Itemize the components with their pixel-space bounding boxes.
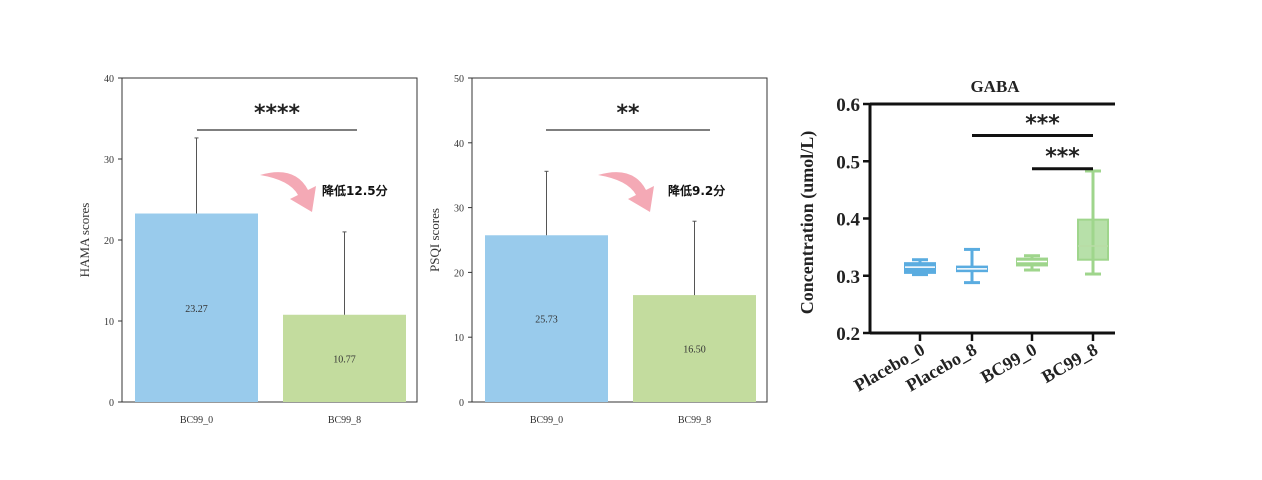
reduction-annotation: 降低12.5分 — [322, 183, 388, 198]
y-tick-label: 0 — [459, 398, 464, 409]
reduction-annotation: 降低9.2分 — [668, 183, 725, 198]
bar-BC99_8 — [633, 295, 756, 402]
bar-chart-2: 0 10 20 30 40 50 PSQI scores 25.73 BC99_0 16.50 BC… — [427, 74, 768, 426]
significance-stars: *** — [1025, 111, 1060, 136]
data-label: 25.73 — [535, 315, 558, 326]
y-axis-label: HAMA scores — [77, 203, 92, 278]
x-tick-label: BC99_0 — [977, 339, 1040, 387]
y-tick-label: 50 — [454, 74, 464, 85]
y-tick-label: 10 — [454, 333, 464, 344]
y-tick-label: 40 — [454, 139, 464, 150]
y-tick-label: 0 — [109, 398, 114, 409]
box-plot-chart: GABA 0.2 0.3 0.4 0.5 0.6 Concentration (umol/L… — [797, 77, 1115, 395]
data-label: 10.77 — [333, 354, 356, 365]
y-axis-label: PSQI scores — [427, 208, 442, 272]
bar-BC99_8 — [283, 314, 406, 402]
y-axis-label: Concentration (umol/L) — [797, 131, 818, 315]
data-label: 23.27 — [185, 304, 208, 315]
box-Placebo_0 — [904, 262, 936, 274]
box-BC99_8 — [1077, 218, 1109, 261]
y-tick-label: 20 — [454, 268, 464, 279]
y-tick-label: 20 — [104, 236, 114, 247]
arrow-down-icon — [598, 172, 654, 212]
y-tick-label: 0.3 — [836, 267, 860, 288]
x-tick-label: BC99_8 — [328, 415, 361, 426]
y-tick-label: 10 — [104, 317, 114, 328]
significance-stars: *** — [1045, 145, 1080, 170]
data-label: 16.50 — [683, 345, 706, 356]
y-tick-label: 0.2 — [836, 324, 860, 345]
y-tick-label: 30 — [454, 204, 464, 215]
chart-title: GABA — [970, 77, 1020, 96]
y-tick-label: 30 — [104, 155, 114, 166]
significance-stars: **** — [254, 101, 301, 126]
bar-chart-1: 0 10 20 30 40 HAMA scores 23.27 BC99_0 10.77 BC99… — [77, 74, 418, 426]
arrow-down-icon — [260, 172, 316, 212]
significance-stars: ** — [616, 101, 640, 126]
x-tick-label: BC99_8 — [1038, 339, 1101, 387]
plot-frame — [471, 77, 768, 403]
y-tick-label: 0.5 — [836, 152, 860, 173]
bar-BC99_0 — [485, 235, 608, 402]
bar-BC99_0 — [135, 213, 258, 402]
y-tick-label: 0.6 — [836, 95, 860, 116]
x-tick-label: BC99_8 — [678, 415, 711, 426]
y-tick-label: 40 — [104, 74, 114, 85]
x-tick-label: BC99_0 — [530, 415, 563, 426]
y-tick-label: 0.4 — [836, 210, 860, 231]
x-tick-label: BC99_0 — [180, 415, 213, 426]
